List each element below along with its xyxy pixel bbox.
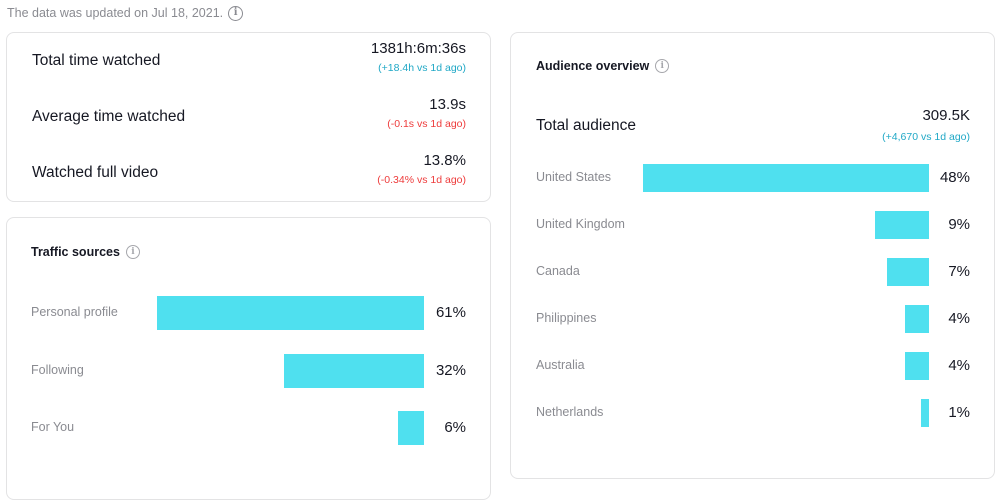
metric-average-time-watched: Average time watched 13.9s (-0.1s vs 1d …: [7, 94, 490, 138]
traffic-source-row-label: Personal profile: [31, 305, 118, 319]
card-title-text: Traffic sources: [31, 245, 120, 259]
total-audience-value: 309.5K: [922, 107, 970, 124]
country-row-bar: [921, 399, 929, 427]
video-metrics-card: Total time watched 1381h:6m:36s (+18.4h …: [6, 32, 491, 202]
audience-overview-title: Audience overview i: [536, 59, 670, 73]
metric-watched-full-video: Watched full video 13.8% (-0.34% vs 1d a…: [7, 150, 490, 194]
country-row-percent: 1%: [948, 404, 970, 421]
metric-delta: (-0.1s vs 1d ago): [387, 118, 466, 130]
traffic-source-row-bar: [397, 411, 424, 445]
traffic-source-row-label: Following: [31, 362, 84, 377]
total-audience-label: Total audience: [536, 117, 636, 134]
metric-value: 13.9s: [429, 96, 466, 113]
country-row-bar: [887, 258, 929, 286]
data-updated-notice: The data was updated on Jul 18, 2021. i: [7, 5, 244, 21]
country-row-bar: [643, 164, 929, 192]
metric-delta: (+18.4h vs 1d ago): [378, 62, 466, 74]
metric-label: Average time watched: [32, 108, 186, 125]
country-row-percent: 4%: [948, 357, 970, 374]
country-row-label: United States: [536, 170, 612, 184]
updated-text: The data was updated on Jul 18, 2021.: [7, 6, 224, 20]
metric-label: Watched full video: [32, 164, 159, 181]
traffic-sources-card: Traffic sources i Personal profile 61% Fol…: [6, 217, 491, 500]
metric-delta: (-0.34% vs 1d ago): [377, 174, 466, 186]
country-row-bar: [905, 352, 929, 380]
country-row-bar: [905, 305, 929, 333]
info-icon[interactable]: i: [125, 245, 140, 259]
country-row-label: Netherlands: [536, 405, 604, 419]
traffic-source-row-bar: [283, 353, 424, 388]
metric-value: 13.8%: [423, 152, 466, 169]
traffic-source-row-percent: 32%: [435, 361, 466, 379]
traffic-source-row-bar: [157, 296, 424, 330]
country-row-percent: 9%: [948, 216, 970, 233]
total-audience-delta: (+4,670 vs 1d ago): [882, 131, 970, 143]
info-icon[interactable]: i: [228, 5, 244, 21]
card-title-text: Audience overview: [536, 59, 650, 73]
traffic-source-row-percent: 61%: [435, 304, 466, 321]
country-row-percent: 4%: [948, 310, 970, 327]
country-row-label: United Kingdom: [536, 217, 625, 231]
metric-label: Total time watched: [32, 52, 161, 69]
country-row-bar: [875, 211, 929, 239]
metric-total-time-watched: Total time watched 1381h:6m:36s (+18.4h …: [7, 38, 490, 82]
traffic-sources-title: Traffic sources i: [31, 245, 140, 259]
audience-overview-card: Audience overview i Total audience 309.5…: [510, 32, 995, 479]
country-row-label: Canada: [536, 264, 580, 278]
country-row-label: Australia: [536, 358, 585, 372]
metric-value: 1381h:6m:36s: [370, 40, 466, 57]
traffic-source-row-percent: 6%: [444, 419, 466, 436]
country-row-percent: 7%: [948, 263, 970, 280]
country-row-label: Philippines: [536, 311, 597, 325]
country-row-percent: 48%: [939, 169, 970, 186]
traffic-source-row-label: For You: [31, 420, 75, 434]
info-icon[interactable]: i: [655, 59, 670, 73]
